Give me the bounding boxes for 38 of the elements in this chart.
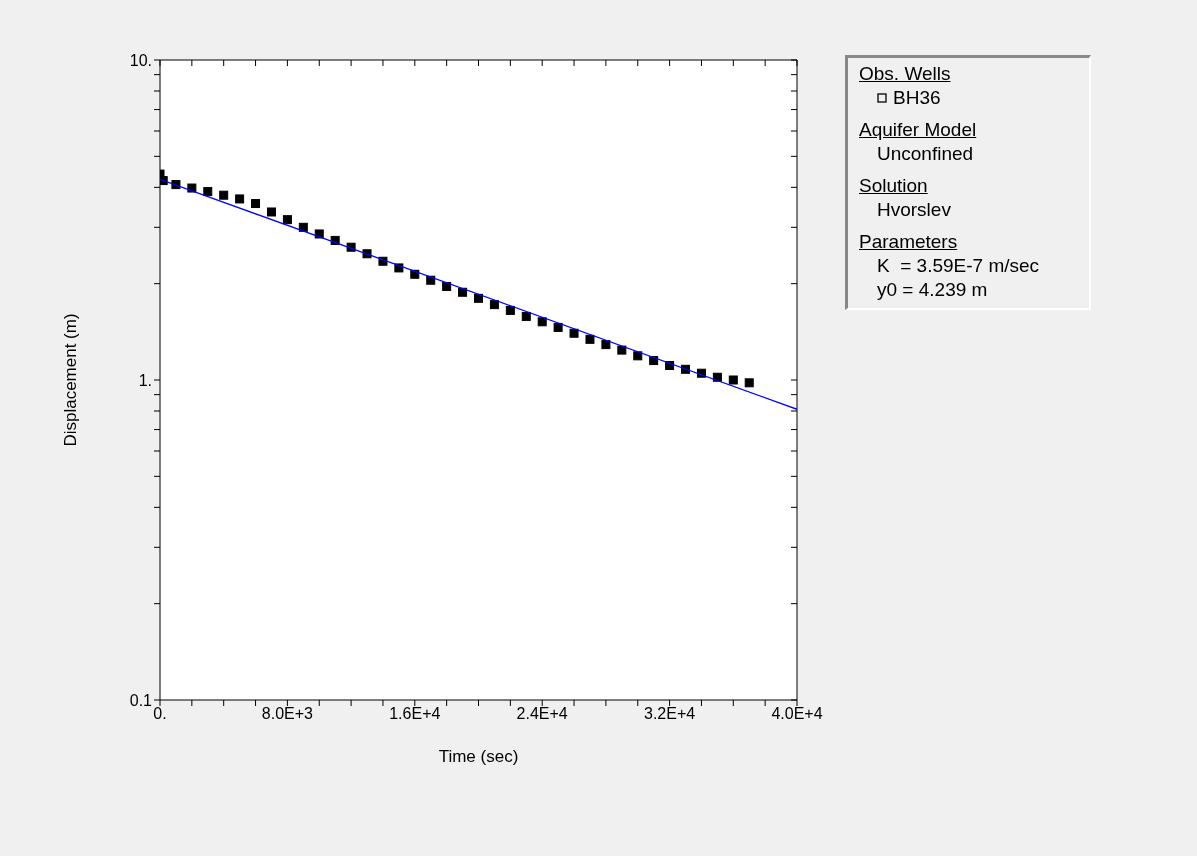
- point: [728, 375, 738, 385]
- point: [282, 215, 292, 225]
- text: Hvorslev: [877, 199, 951, 220]
- point: [633, 351, 643, 361]
- x-tick-label: 3.2E+4: [644, 705, 696, 723]
- text: y0 = 4.239 m: [877, 279, 988, 300]
- y-tick-label: 10.: [129, 51, 152, 69]
- text: Solution: [859, 175, 928, 196]
- y-tick-label: 0.1: [129, 691, 153, 709]
- x-tick-label: 0.: [153, 705, 167, 723]
- point: [251, 199, 261, 209]
- x-tick-label: 4.0E+4: [771, 705, 823, 723]
- text: Unconfined: [877, 143, 974, 164]
- point: [553, 322, 563, 332]
- legend-title: Obs. Wells: [859, 63, 951, 84]
- point: [617, 345, 627, 355]
- x-tick-label: 8.0E+3: [261, 705, 314, 723]
- x-tick-label: 1.6E+4: [389, 705, 441, 723]
- point: [521, 311, 531, 321]
- legend-label: BH36: [893, 86, 941, 110]
- point: [203, 187, 213, 197]
- point: [585, 334, 595, 344]
- point: [266, 207, 276, 217]
- text: K = 3.59E-7 m/sec: [877, 255, 1040, 276]
- y-tick-label: 1.: [138, 371, 152, 389]
- point: [744, 378, 754, 388]
- point: [601, 340, 611, 350]
- text: Aquifer Model: [859, 119, 977, 140]
- point: [219, 190, 229, 200]
- x-axis-title: Time (sec): [438, 747, 519, 766]
- text: Parameters: [859, 231, 958, 252]
- point: [505, 305, 515, 315]
- point: [489, 300, 499, 310]
- x-tick-label: 2.4E+4: [516, 705, 568, 723]
- point: [235, 194, 245, 204]
- point: [537, 317, 547, 327]
- point: [569, 328, 579, 338]
- y-axis-title: Displacement (m): [61, 313, 81, 447]
